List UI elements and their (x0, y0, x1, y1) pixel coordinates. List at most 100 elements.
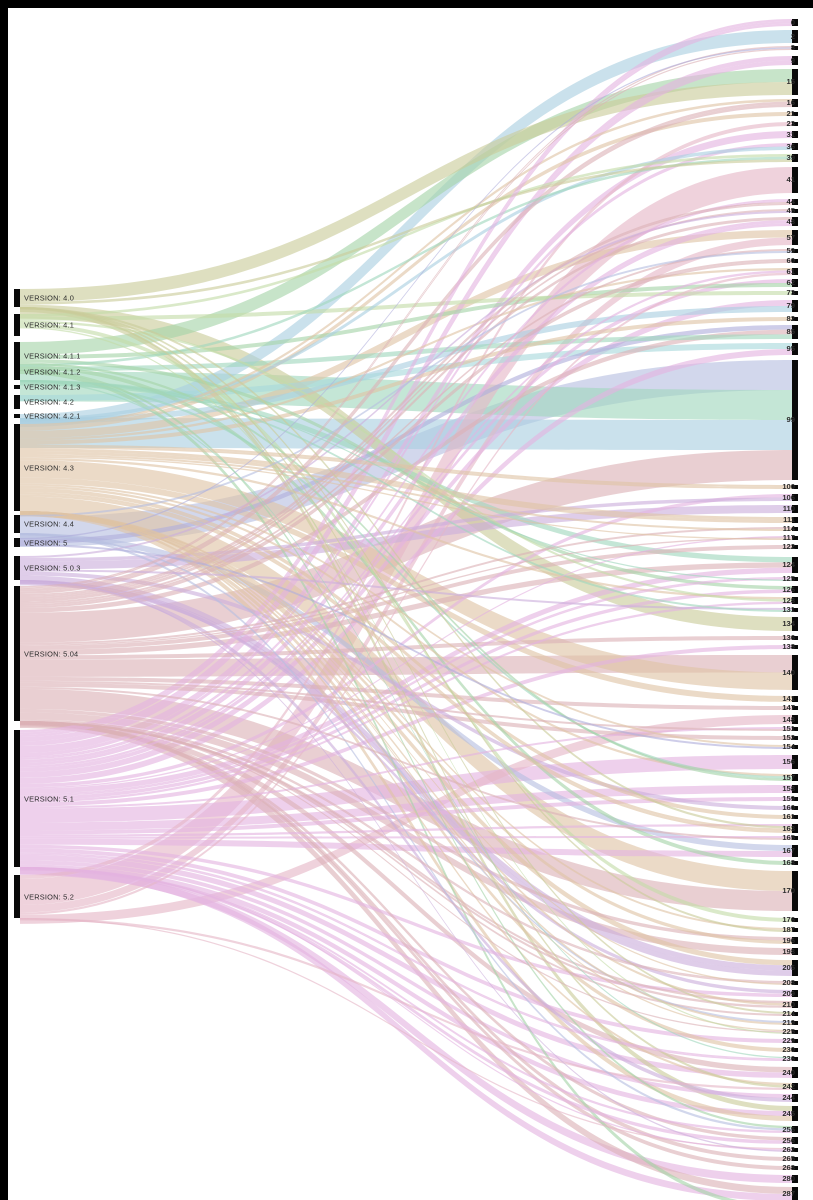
target-node-209[interactable]: 209 (782, 990, 813, 997)
target-node-48[interactable]: 48 (782, 217, 813, 226)
target-node-167[interactable]: 167 (782, 845, 813, 857)
target-node-128[interactable]: 128 (782, 597, 813, 604)
source-node-4-1[interactable]: VERSION: 4.1 (14, 314, 214, 336)
target-node-62[interactable]: 62 (782, 279, 813, 287)
target-node-15[interactable]: 15 (782, 69, 813, 95)
target-node-141[interactable]: 141 (782, 695, 813, 702)
target-node-138[interactable]: 138 (782, 643, 813, 650)
target-node-161[interactable]: 161 (782, 813, 813, 820)
target-node-205[interactable]: 205 (782, 960, 813, 976)
target-node-265[interactable]: 265 (782, 1155, 813, 1162)
target-node-45[interactable]: 45 (782, 207, 813, 214)
target-node-256[interactable]: 256 (782, 1137, 813, 1144)
target-node-214[interactable]: 214 (782, 1010, 813, 1017)
target-node-225[interactable]: 225 (782, 1028, 813, 1035)
target-node-bar (792, 325, 798, 339)
target-node-36[interactable]: 36 (782, 143, 813, 150)
target-node-245[interactable]: 245 (782, 1106, 813, 1121)
target-node-114[interactable]: 114 (782, 525, 813, 532)
target-node-44[interactable]: 44 (782, 198, 813, 205)
target-node-196[interactable]: 196 (782, 937, 813, 944)
source-node-5-0-3[interactable]: VERSION: 5.0.3 (14, 556, 214, 580)
target-node-236[interactable]: 236 (782, 1055, 813, 1062)
target-node-134[interactable]: 134 (782, 617, 813, 631)
source-node-4-2[interactable]: VERSION: 4.2 (14, 395, 214, 409)
source-node-4-2-1[interactable]: VERSION: 4.2.1 (14, 412, 214, 420)
target-node-16[interactable]: 16 (782, 99, 813, 107)
target-node-170[interactable]: 170 (782, 871, 813, 911)
target-node-126[interactable]: 126 (782, 586, 813, 593)
target-node-131[interactable]: 131 (782, 606, 813, 613)
target-node-280[interactable]: 280 (782, 1175, 813, 1183)
target-node-82[interactable]: 82 (782, 315, 813, 322)
source-node-4-1-2[interactable]: VERSION: 4.1.2 (14, 364, 214, 380)
target-node-110[interactable]: 110 (782, 505, 813, 513)
target-node-8[interactable]: 8 (782, 44, 813, 51)
target-node-95[interactable]: 95 (782, 343, 813, 355)
target-node-208[interactable]: 208 (782, 979, 813, 986)
target-node-158[interactable]: 158 (782, 785, 813, 793)
target-node-176[interactable]: 176 (782, 916, 813, 923)
target-node-124[interactable]: 124 (782, 557, 813, 573)
target-node-106[interactable]: 106 (782, 494, 813, 501)
source-node-5[interactable]: VERSION: 5 (14, 538, 214, 547)
target-node-2[interactable]: 2 (782, 30, 813, 43)
target-node-0[interactable]: 0 (782, 19, 813, 26)
target-node-160[interactable]: 160 (782, 804, 813, 811)
target-node-125[interactable]: 125 (782, 575, 813, 582)
target-node-148[interactable]: 148 (782, 715, 813, 724)
target-node-21[interactable]: 21 (782, 110, 813, 117)
target-node-39[interactable]: 39 (782, 154, 813, 162)
source-node-5-04[interactable]: VERSION: 5.04 (14, 586, 214, 721)
target-node-9[interactable]: 9 (782, 56, 813, 65)
target-node-168[interactable]: 168 (782, 859, 813, 866)
target-node-label: 48 (786, 216, 795, 226)
target-node-255[interactable]: 255 (782, 1126, 813, 1133)
target-node-229[interactable]: 229 (782, 1037, 813, 1044)
target-node-219[interactable]: 219 (782, 1019, 813, 1026)
source-node-4-1-1[interactable]: VERSION: 4.1.1 (14, 342, 214, 370)
target-node-23[interactable]: 23 (782, 120, 813, 127)
target-node-85[interactable]: 85 (782, 325, 813, 339)
target-node-210[interactable]: 210 (782, 1001, 813, 1008)
target-node-61[interactable]: 61 (782, 268, 813, 275)
target-node-136[interactable]: 136 (782, 634, 813, 641)
target-node-117[interactable]: 117 (782, 534, 813, 541)
target-node-152[interactable]: 152 (782, 734, 813, 741)
target-node-244[interactable]: 244 (782, 1094, 813, 1102)
source-node-5-2[interactable]: VERSION: 5.2 (14, 875, 214, 918)
target-node-79[interactable]: 79 (782, 300, 813, 312)
target-node-31[interactable]: 31 (782, 131, 813, 138)
target-node-59[interactable]: 59 (782, 247, 813, 254)
source-node-4-3[interactable]: VERSION: 4.3 (14, 424, 214, 511)
target-node-154[interactable]: 154 (782, 743, 813, 750)
target-node-262[interactable]: 262 (782, 1146, 813, 1153)
target-node-287[interactable]: 287 (782, 1187, 813, 1200)
target-node-268[interactable]: 268 (782, 1164, 813, 1171)
source-node-4-0[interactable]: VERSION: 4.0 (14, 289, 214, 307)
source-node-4-1-3[interactable]: VERSION: 4.1.3 (14, 383, 214, 391)
target-node-242[interactable]: 242 (782, 1083, 813, 1090)
target-node-140[interactable]: 140 (782, 655, 813, 690)
target-node-147[interactable]: 147 (782, 704, 813, 711)
target-node-230[interactable]: 230 (782, 1046, 813, 1053)
target-node-151[interactable]: 151 (782, 725, 813, 732)
target-node-57[interactable]: 57 (782, 230, 813, 245)
target-node-159[interactable]: 159 (782, 795, 813, 802)
target-node-165[interactable]: 165 (782, 834, 813, 841)
target-node-111[interactable]: 111 (782, 516, 813, 523)
source-node-4-4[interactable]: VERSION: 4.4 (14, 515, 214, 533)
target-node-73[interactable]: 73 (782, 289, 813, 296)
target-node-60[interactable]: 60 (782, 257, 813, 264)
target-node-157[interactable]: 157 (782, 774, 813, 781)
target-node-163[interactable]: 163 (782, 824, 813, 833)
target-node-187[interactable]: 187 (782, 926, 813, 933)
target-node-99[interactable]: 99 (782, 360, 813, 480)
target-node-100[interactable]: 100 (782, 483, 813, 490)
target-node-240[interactable]: 240 (782, 1067, 813, 1078)
target-node-41[interactable]: 41 (782, 167, 813, 193)
target-node-122[interactable]: 122 (782, 543, 813, 550)
source-node-5-1[interactable]: VERSION: 5.1 (14, 730, 214, 867)
target-node-198[interactable]: 198 (782, 948, 813, 955)
target-node-156[interactable]: 156 (782, 755, 813, 769)
